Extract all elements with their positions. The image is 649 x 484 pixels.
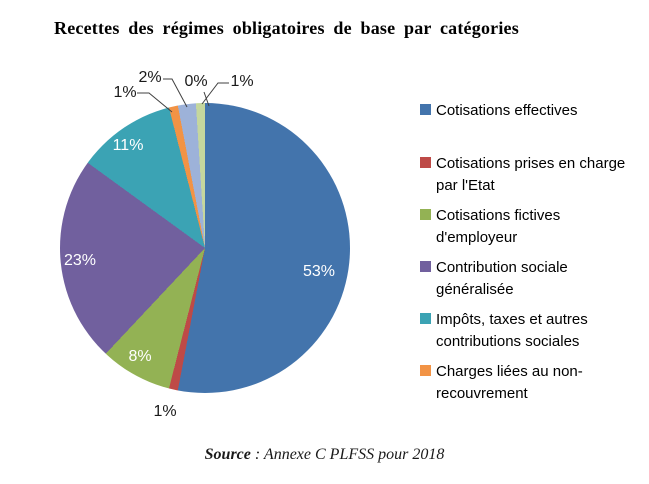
- legend-swatch-dark-red: [420, 157, 431, 168]
- legend-item-cotisations-etat: Cotisations prises en charge par l'Etat: [420, 153, 636, 197]
- legend-item-cotisations-fictives: Cotisations fictives d'employeur: [420, 205, 636, 249]
- leader-line-lavender-slice: [163, 78, 188, 108]
- source-note-text: Annexe C PLFSS pour 2018: [263, 446, 445, 463]
- data-label-53: 53%: [302, 263, 336, 280]
- legend-label: Contribution sociale généralisée: [436, 259, 568, 298]
- data-label-11: 11%: [112, 137, 144, 154]
- data-label-0: 0%: [184, 73, 208, 90]
- legend-swatch-purple: [420, 261, 431, 272]
- chart-title: Recettes des régimes obligatoires de bas…: [54, 18, 519, 38]
- data-label-8: 8%: [128, 348, 152, 365]
- data-label-1-bottom: 1%: [153, 403, 177, 420]
- legend-item-impots-taxes: Impôts, taxes et autres contributions so…: [420, 309, 636, 353]
- legend-swatch-green: [420, 209, 431, 220]
- legend-label: Cotisations prises en charge par l'Etat: [436, 155, 626, 194]
- data-label-23: 23%: [63, 252, 97, 269]
- source-note: Source : Annexe C PLFSS pour 2018: [0, 446, 649, 464]
- pie-chart: [60, 103, 350, 393]
- legend-swatch-blue: [420, 104, 431, 115]
- legend-label: Cotisations effectives: [436, 102, 578, 119]
- legend-label: Impôts, taxes et autres contributions so…: [436, 311, 588, 350]
- legend-swatch-teal: [420, 313, 431, 324]
- legend-item-csg: Contribution sociale généralisée: [420, 257, 636, 301]
- legend-item-charges-non-recouvrement: Charges liées au non-recouvrement: [420, 361, 636, 405]
- legend-label: Cotisations fictives d'employeur: [436, 207, 561, 246]
- legend-item-cotisations-effectives: Cotisations effectives: [420, 100, 636, 122]
- source-note-prefix: Source: [204, 446, 251, 463]
- source-note-separator: :: [250, 446, 264, 463]
- data-label-1-top-left: 1%: [113, 84, 137, 101]
- data-label-1-top-right: 1%: [230, 73, 254, 90]
- legend-label: Charges liées au non-recouvrement: [436, 363, 583, 402]
- data-label-2: 2%: [138, 69, 162, 86]
- legend-swatch-orange: [420, 365, 431, 376]
